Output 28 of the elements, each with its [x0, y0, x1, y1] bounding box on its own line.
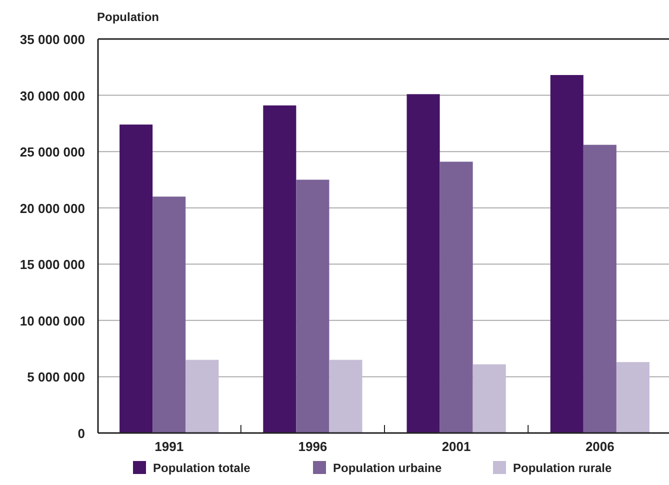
y-tick-label: 0: [78, 426, 85, 441]
x-tick-label: 2006: [585, 439, 614, 454]
y-tick-label: 15 000 000: [20, 257, 85, 272]
legend-label: Population urbaine: [333, 461, 442, 475]
legend-label: Population rurale: [513, 461, 612, 475]
bar: [616, 362, 650, 433]
y-tick-label: 35 000 000: [20, 32, 85, 47]
y-tick-label: 25 000 000: [20, 144, 85, 160]
y-tick-label: 10 000 000: [20, 313, 85, 328]
y-axis-title: Population: [97, 10, 159, 24]
bar: [440, 162, 473, 433]
bar: [120, 124, 153, 433]
x-tick-label: 1996: [298, 439, 328, 454]
x-tick-label: 2001: [442, 439, 471, 454]
bar: [550, 75, 584, 433]
bar: [263, 105, 296, 433]
bar: [296, 180, 330, 433]
bar: [329, 360, 362, 433]
bar: [152, 196, 186, 433]
bar: [186, 360, 219, 433]
y-tick-label: 30 000 000: [20, 88, 85, 104]
bar: [472, 364, 506, 433]
x-tick-label: 1991: [154, 439, 184, 454]
y-tick-label: 20 000 000: [20, 200, 85, 216]
bar: [583, 144, 616, 433]
legend-label: Population totale: [153, 461, 251, 475]
bar: [406, 94, 440, 433]
y-tick-label: 5 000 000: [27, 370, 85, 385]
